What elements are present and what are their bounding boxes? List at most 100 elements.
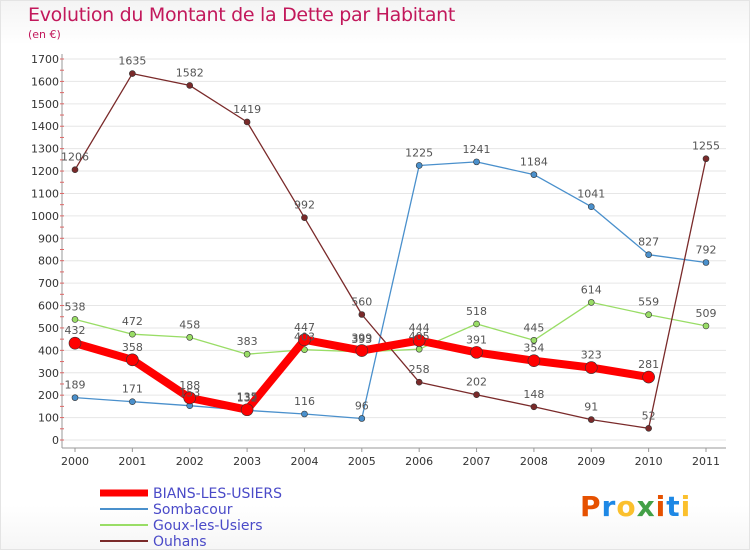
data-label: 403 [294,331,315,344]
data-point [243,118,251,126]
data-point [126,353,139,367]
data-point [301,410,308,418]
series-line-goux-les-usiers [74,301,707,355]
x-tick-label: 2003 [233,455,261,468]
data-point [473,158,480,166]
data-label: 1582 [176,66,204,79]
y-tick-label: 800 [38,255,59,268]
data-point [183,391,197,405]
x-tick-label: 2008 [520,455,548,468]
y-tick-label: 1700 [31,53,59,66]
data-label: 1184 [520,156,548,169]
data-point [298,333,311,347]
data-label: 1206 [61,151,89,164]
data-point [530,171,538,178]
data-point [702,322,710,330]
x-tick-label: 2006 [405,455,433,468]
data-label: 258 [409,363,430,376]
data-label: 560 [351,295,372,308]
data-point [530,336,538,344]
data-label: 116 [294,395,315,408]
data-label: 1041 [577,188,605,201]
data-label: 447 [294,321,315,334]
data-point [129,330,136,338]
y-tick-label: 100 [38,412,59,425]
x-tick-label: 2010 [635,455,663,468]
data-point [645,425,652,432]
data-label: 1241 [463,143,491,156]
data-label: 132 [237,391,258,404]
data-label: 188 [179,379,200,392]
data-point [415,162,423,169]
data-label: 1635 [118,55,146,68]
data-point [240,403,254,417]
data-label: 518 [466,305,487,318]
data-label: 1419 [233,103,261,116]
legend-label: Goux-les-Usiers [153,518,263,534]
data-point [642,370,655,384]
y-tick-label: 500 [38,322,59,335]
y-tick-label: 1500 [31,98,59,111]
data-label: 153 [179,387,200,400]
chart-subtitle: (en €) [28,28,61,41]
data-label: 614 [581,283,602,296]
y-tick-label: 200 [38,389,59,402]
data-label: 383 [237,335,258,348]
x-tick-label: 2002 [176,455,204,468]
data-label: 399 [351,332,372,345]
data-point [412,334,426,347]
y-tick-label: 1400 [31,120,59,133]
x-tick-label: 2007 [463,455,491,468]
x-tick-label: 2011 [692,455,720,468]
logo-letter: x [636,490,656,523]
data-label: 1225 [405,146,433,159]
logo-letter: P [580,490,602,523]
y-tick-label: 700 [38,277,59,290]
data-label: 445 [523,321,544,334]
data-point [584,361,598,374]
data-label: 992 [294,199,315,212]
data-label: 52 [642,409,656,422]
data-label: 135 [237,391,258,404]
data-point [473,320,480,328]
logo-letter: r [601,490,617,523]
y-tick-label: 0 [52,434,59,447]
y-tick-label: 1100 [31,187,59,200]
data-label: 281 [638,358,659,371]
data-point [645,251,652,258]
data-point [702,155,710,163]
data-label: 405 [409,330,430,343]
x-tick-label: 2000 [61,455,89,468]
data-point [470,346,483,359]
logo-letter: t [666,490,681,523]
data-point [186,82,194,89]
data-point [415,378,423,386]
data-point [702,259,710,266]
y-tick-label: 300 [38,367,59,380]
logo-letter: o [616,490,637,523]
data-label: 1255 [692,140,720,153]
data-point [645,311,652,319]
data-point [301,214,308,221]
data-point [243,350,251,358]
y-tick-label: 1600 [31,75,59,88]
x-tick-label: 2005 [348,455,376,468]
logo-letter: i [680,490,692,523]
y-tick-label: 1000 [31,210,59,223]
data-point [358,415,366,422]
data-label: 189 [65,379,86,392]
data-point [527,354,541,367]
y-tick-label: 400 [38,344,59,357]
data-point [587,299,595,306]
proxiti-logo: Proxiti [580,490,691,523]
data-label: 202 [466,376,487,389]
data-label: 444 [409,321,430,334]
data-label: 458 [179,318,200,331]
series-line-ouhans [74,72,707,429]
data-point [68,336,82,350]
data-point [129,70,136,77]
data-label: 171 [122,383,143,396]
data-label: 393 [351,333,372,346]
